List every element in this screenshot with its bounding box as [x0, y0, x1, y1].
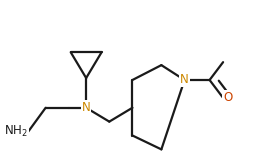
Text: O: O	[223, 91, 232, 104]
Text: N: N	[180, 73, 189, 86]
Text: NH$_2$: NH$_2$	[4, 124, 28, 139]
Text: N: N	[82, 101, 91, 114]
